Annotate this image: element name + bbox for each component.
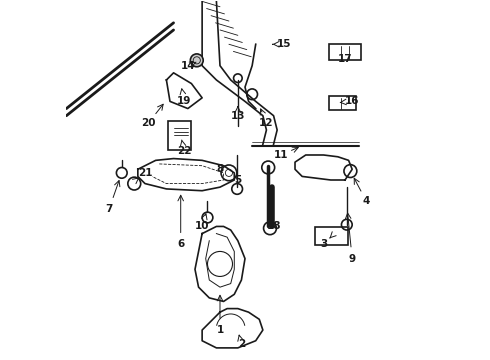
FancyBboxPatch shape <box>329 96 356 111</box>
FancyBboxPatch shape <box>316 227 348 246</box>
Text: 3: 3 <box>320 239 327 249</box>
Text: 14: 14 <box>180 61 195 71</box>
Text: 15: 15 <box>277 39 292 49</box>
Text: 9: 9 <box>348 253 356 264</box>
Text: 16: 16 <box>345 96 360 107</box>
Text: 21: 21 <box>138 168 152 178</box>
Text: 22: 22 <box>177 147 192 157</box>
Text: 2: 2 <box>238 339 245 349</box>
Text: 13: 13 <box>231 111 245 121</box>
Text: 8: 8 <box>217 164 223 174</box>
FancyBboxPatch shape <box>168 121 192 150</box>
Text: 17: 17 <box>338 54 352 64</box>
Text: 10: 10 <box>195 221 209 231</box>
FancyBboxPatch shape <box>329 44 361 60</box>
Text: 12: 12 <box>259 118 274 128</box>
Text: 18: 18 <box>267 221 281 231</box>
Text: 7: 7 <box>105 203 113 213</box>
Text: 19: 19 <box>177 96 192 107</box>
Text: 11: 11 <box>273 150 288 160</box>
Text: 20: 20 <box>141 118 156 128</box>
Text: 4: 4 <box>363 197 370 206</box>
Text: 6: 6 <box>177 239 184 249</box>
Circle shape <box>190 54 203 67</box>
Text: 1: 1 <box>217 325 223 335</box>
Text: 5: 5 <box>234 175 242 185</box>
